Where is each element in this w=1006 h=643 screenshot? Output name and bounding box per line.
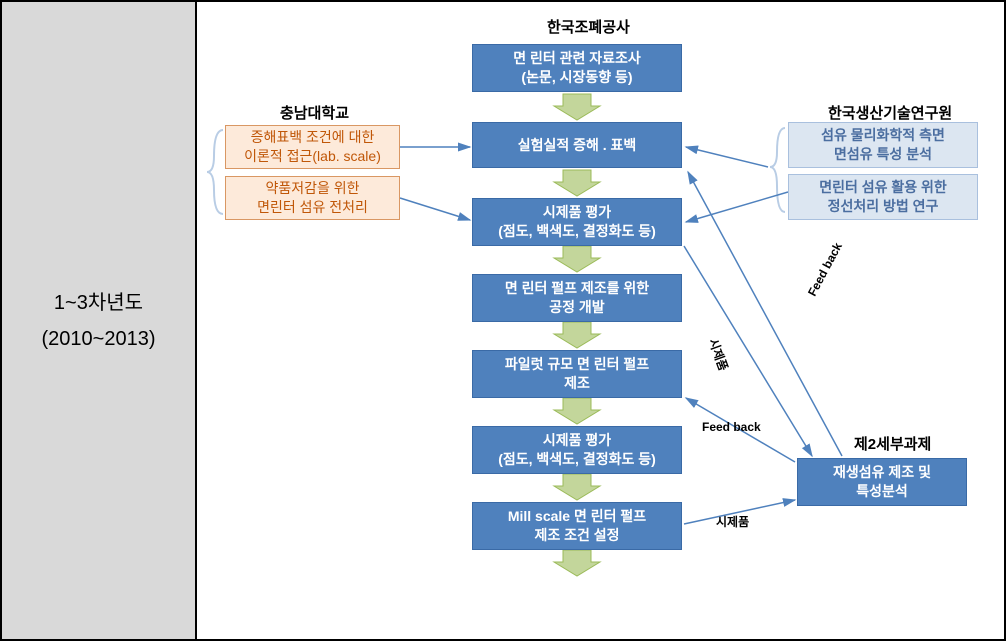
node-data-survey: 면 린터 관련 자료조사 (논문, 시장동향 등) [472,44,682,92]
heading-korea-mint: 한국조폐공사 [547,16,630,37]
period-column: 1~3차년도 (2010~2013) [2,2,197,639]
heading-chungnam: 충남대학교 [280,102,349,123]
period-year-range: 1~3차년도 [54,285,143,321]
node-chem-reduce-pretreat: 약품저감을 위한 면린터 섬유 전처리 [225,176,400,220]
heading-kitech: 한국생산기술연구원 [828,102,952,123]
label-feedback-short: Feed back [702,420,761,434]
period-date-range: (2010~2013) [42,321,156,357]
node-prototype-eval-2: 시제품 평가 (점도, 백색도, 결정화도 등) [472,426,682,474]
node-pilot-scale: 파일럿 규모 면 린터 펄프 제조 [472,350,682,398]
diagram-root: 1~3차년도 (2010~2013) 한국조폐공사 충남대학교 한국생산기술연구… [0,0,1006,641]
label-sample-short: 시제품 [716,513,749,530]
node-fiber-physchem: 섬유 물리화학적 측면 면섬유 특성 분석 [788,122,978,168]
node-lab-digest-bleach: 실험실적 증해 . 표백 [472,122,682,168]
node-prototype-eval-1: 시제품 평가 (점도, 백색도, 결정화도 등) [472,198,682,246]
node-process-dev: 면 린터 펄프 제조를 위한 공정 개발 [472,274,682,322]
label-sample-long: 시제품 [705,336,732,373]
node-refine-method: 면린터 섬유 활용 위한 정선처리 방법 연구 [788,174,978,220]
heading-sub2: 제2세부과제 [854,433,931,454]
label-feedback-long: Feed back [805,240,845,298]
node-sub2-regen-fiber: 재생섬유 제조 및 특성분석 [797,458,967,506]
node-mill-scale: Mill scale 면 린터 펄프 제조 조건 설정 [472,502,682,550]
node-theory-approach: 증해표백 조건에 대한 이론적 접근(lab. scale) [225,125,400,169]
